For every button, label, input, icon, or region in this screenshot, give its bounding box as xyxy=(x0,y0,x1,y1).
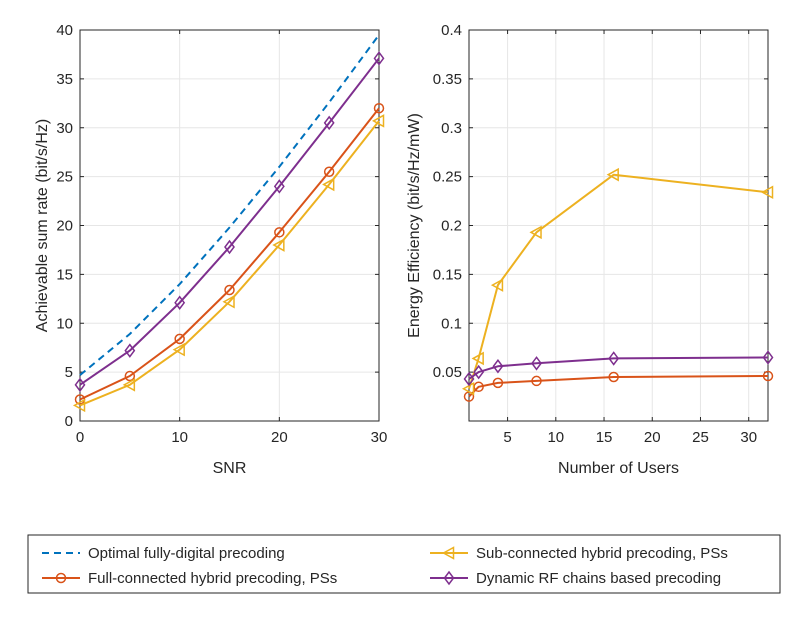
x-tick-label: 10 xyxy=(171,429,188,446)
triangle-left-marker-icon xyxy=(441,546,455,560)
data-point-dynamic xyxy=(174,295,186,310)
series-sub xyxy=(72,114,385,413)
x-axis-label: SNR xyxy=(213,460,247,477)
series-optimal xyxy=(79,34,380,376)
data-point-dynamic xyxy=(273,179,285,194)
y-tick-label: 40 xyxy=(56,22,73,39)
y-tick-label: 0.2 xyxy=(441,218,462,235)
legend: Optimal fully-digital precoding Sub-conne… xyxy=(27,534,781,594)
y-tick-label: 0.3 xyxy=(441,120,462,137)
data-point-dynamic xyxy=(492,359,504,374)
data-point-sub xyxy=(72,398,86,413)
series-line-optimal xyxy=(79,34,380,376)
x-tick-label: 15 xyxy=(596,429,613,446)
data-point-dynamic xyxy=(762,350,774,365)
data-point-dynamic xyxy=(74,377,86,393)
x-tick-label: 10 xyxy=(547,429,564,446)
data-point-dynamic xyxy=(608,351,620,366)
y-tick-label: 30 xyxy=(56,120,73,137)
data-point-full xyxy=(323,166,335,177)
x-tick-label: 30 xyxy=(371,429,388,446)
y-tick-label: 10 xyxy=(56,315,73,332)
y-tick-label: 0.1 xyxy=(441,315,462,332)
y-tick-label: 0.25 xyxy=(433,169,462,186)
data-point-full xyxy=(373,102,385,114)
data-point-sub xyxy=(322,177,335,192)
data-point-full xyxy=(608,371,619,383)
data-point-sub xyxy=(490,278,504,292)
y-tick-label: 0 xyxy=(65,413,73,430)
legend-item-dynamic: Dynamic RF chains based precoding xyxy=(430,570,721,587)
data-point-dynamic xyxy=(463,371,475,387)
series-dynamic xyxy=(463,350,774,387)
legend-item-optimal: Optimal fully-digital precoding xyxy=(42,545,285,562)
circle-marker-icon xyxy=(55,572,67,584)
series-full xyxy=(74,102,385,405)
data-point-dynamic xyxy=(323,115,335,131)
data-point-dynamic xyxy=(473,364,485,380)
data-point-full xyxy=(224,284,235,296)
data-point-dynamic xyxy=(224,239,235,255)
y-tick-label: 0.05 xyxy=(433,364,462,381)
y-axis-label: Energy Efficiency (bit/s/Hz/mW) xyxy=(406,113,423,338)
data-point-full xyxy=(492,377,504,389)
plot-energy-efficiency: 5 10 15 20 25 30 0.05 0.1 0.15 0.2 0.25 0.3 0.35 0.4 N… xyxy=(406,22,774,477)
data-point-full xyxy=(124,370,136,382)
data-point-sub xyxy=(222,294,235,309)
series-dynamic xyxy=(74,51,385,393)
data-point-dynamic xyxy=(531,356,542,371)
series-line-full xyxy=(468,375,769,398)
y-tick-label: 5 xyxy=(65,364,73,381)
legend-label-optimal: Optimal fully-digital precoding xyxy=(88,545,285,562)
x-tick-label: 5 xyxy=(503,429,511,446)
x-tick-label: 0 xyxy=(76,429,84,446)
x-tick-label: 20 xyxy=(271,429,288,446)
y-tick-label: 0.4 xyxy=(441,22,462,39)
data-point-sub xyxy=(760,185,774,200)
diamond-marker-icon xyxy=(443,570,455,586)
legend-label-full: Full-connected hybrid precoding, PSs xyxy=(88,570,337,587)
legend-label-dynamic: Dynamic RF chains based precoding xyxy=(476,570,721,587)
x-tick-label: 30 xyxy=(740,429,757,446)
series-line-full xyxy=(79,107,380,401)
series-line-sub xyxy=(468,173,769,390)
data-point-full xyxy=(274,227,285,238)
data-point-full xyxy=(531,375,542,387)
y-tick-label: 35 xyxy=(56,71,73,88)
data-point-sub xyxy=(172,342,185,357)
series-sub xyxy=(461,167,774,396)
plot-achievable-sum-rate: 0 10 20 30 0 5 10 15 20 25 30 35 40 SNR Achievable sum… xyxy=(34,22,387,477)
legend-item-sub: Sub-connected hybrid precoding, PSs xyxy=(430,545,728,562)
data-point-sub xyxy=(371,114,385,128)
y-tick-label: 20 xyxy=(56,218,73,235)
data-point-sub xyxy=(606,167,619,182)
data-point-full xyxy=(762,370,774,382)
data-point-sub xyxy=(122,378,136,392)
data-point-dynamic xyxy=(124,343,136,358)
y-axis-label: Achievable sum rate (bit/s/Hz) xyxy=(34,119,51,332)
legend-item-full: Full-connected hybrid precoding, PSs xyxy=(42,570,337,587)
legend-box xyxy=(27,534,781,594)
data-point-full xyxy=(174,333,185,345)
data-point-sub xyxy=(272,238,285,252)
y-tick-label: 0.15 xyxy=(433,266,462,283)
data-point-sub xyxy=(461,381,475,396)
series-line-dynamic xyxy=(468,356,769,380)
series-line-sub xyxy=(79,120,380,407)
data-point-dynamic xyxy=(373,51,385,66)
y-tick-label: 15 xyxy=(56,266,73,283)
data-point-sub xyxy=(529,225,542,240)
data-point-sub xyxy=(471,351,484,366)
x-tick-label: 20 xyxy=(644,429,661,446)
y-tick-label: 0.35 xyxy=(433,71,462,88)
x-axis-label: Number of Users xyxy=(558,460,679,477)
y-tick-label: 25 xyxy=(56,169,73,186)
x-tick-label: 25 xyxy=(692,429,709,446)
series-line-dynamic xyxy=(79,57,380,386)
legend-label-sub: Sub-connected hybrid precoding, PSs xyxy=(476,545,728,562)
